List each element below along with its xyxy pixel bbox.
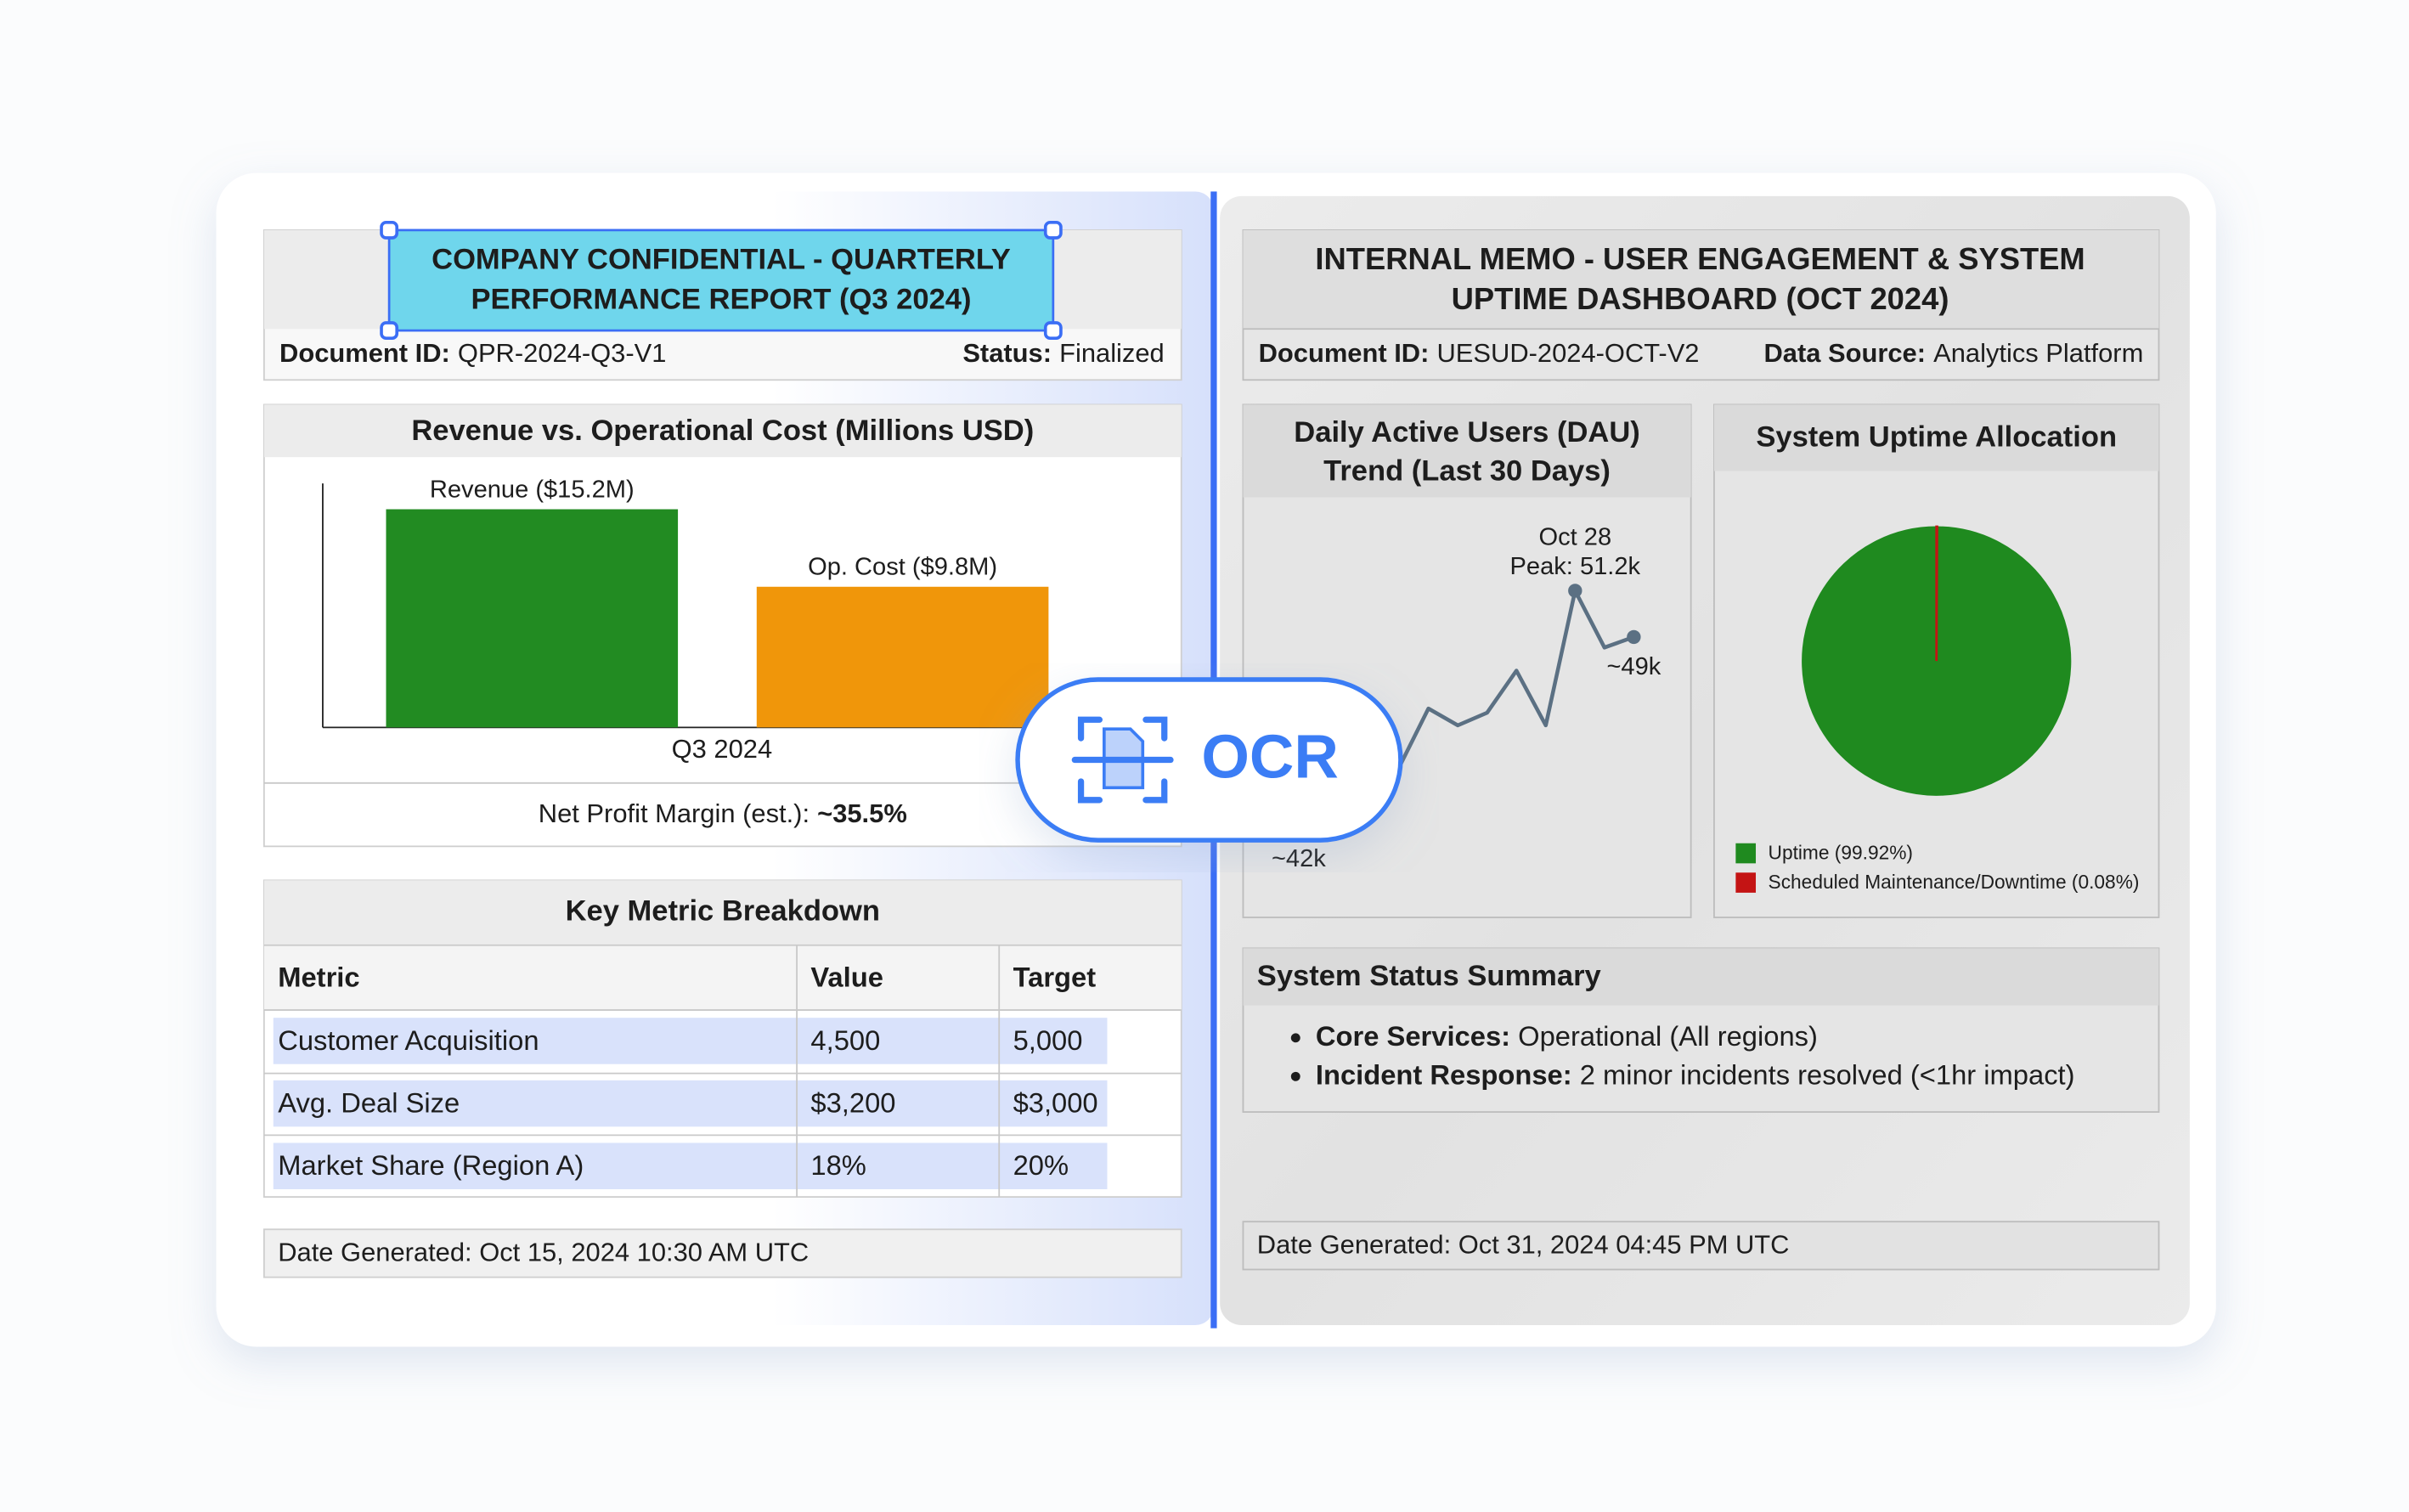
doc-title: PERFORMANCE REPORT (Q3 2024): [471, 284, 971, 316]
column-header: Metric: [278, 961, 359, 992]
doc-id-value: QPR-2024-Q3-V1: [458, 338, 666, 368]
value-label: Op. Cost ($9.8M): [808, 554, 997, 581]
chart-title: Revenue vs. Operational Cost (Millions U…: [411, 415, 1034, 447]
selection-handle[interactable]: [380, 321, 399, 340]
value-label: Revenue ($15.2M): [430, 476, 635, 503]
table-cell: 20%: [1013, 1149, 1069, 1181]
status-value: Finalized: [1059, 338, 1165, 368]
annotation: ~49k: [1606, 653, 1661, 680]
table-cell: Market Share (Region A): [278, 1149, 584, 1181]
legend-swatch: [1735, 843, 1757, 864]
row-highlight: [273, 1142, 1108, 1189]
annotation: Oct 28: [1538, 523, 1611, 550]
footer-box: [262, 1228, 1182, 1278]
table-cell: 18%: [810, 1149, 866, 1181]
doc-id: Document ID: UESUD-2024-OCT-V2: [1259, 338, 1700, 368]
doc-title: COMPANY CONFIDENTIAL - QUARTERLY: [432, 243, 1011, 275]
item-text: 2 minor incidents resolved (<1hr impact): [1580, 1058, 2075, 1090]
row-highlight: [273, 1080, 1108, 1127]
ocr-selection[interactable]: [387, 228, 1055, 332]
doc-source: Data Source: Analytics Platform: [1763, 338, 2143, 368]
ocr-badge[interactable]: OCR: [1015, 677, 1403, 843]
summary-list: Core Services: Operational (All regions) I…: [1290, 1019, 2075, 1090]
table-cell: Customer Acquisition: [278, 1024, 539, 1056]
chart-title-bar: [1713, 404, 2159, 471]
doc-title: UPTIME DASHBOARD (OCT 2024): [1452, 281, 1949, 316]
summary-item: Core Services: Operational (All regions): [1316, 1019, 1818, 1051]
header-title-bar: [1243, 229, 2159, 330]
column-header: Target: [1013, 961, 1097, 992]
footer: Date Generated: Oct 15, 2024 10:30 AM UT…: [278, 1238, 809, 1267]
table: Metric Value Target Customer Acquisition 4,5…: [263, 944, 1182, 1198]
bullet: [1290, 1033, 1300, 1043]
summary-item: Incident Response: 2 minor incidents reso…: [1316, 1058, 2075, 1090]
source-label: Data Source:: [1763, 338, 1926, 368]
footer-box: [1242, 1221, 2160, 1271]
column-header: Value: [810, 961, 883, 992]
bullet: [1290, 1071, 1300, 1081]
table-header-row: [263, 945, 1182, 1011]
annotation: Peak: 51.2k: [1510, 553, 1641, 580]
item-label: Incident Response:: [1316, 1058, 1572, 1090]
table-cell: $3,200: [810, 1087, 895, 1119]
charts: Q3 2024 Revenue ($15.2M) Op. Cost ($9.8M) O…: [386, 476, 2139, 893]
chart-title: System Uptime Allocation: [1756, 420, 2117, 453]
table-title-bar: [263, 880, 1182, 945]
table-cell: 4,500: [810, 1024, 880, 1056]
chart-title: Trend (Last 30 Days): [1323, 454, 1611, 487]
pie-slice: [1935, 525, 1938, 662]
point: [1627, 629, 1641, 645]
row-highlight: [273, 1018, 1108, 1064]
chart-title-bar: [1243, 404, 1691, 498]
chart-title-bar: [263, 404, 1182, 458]
table-cell: Avg. Deal Size: [278, 1087, 460, 1119]
table-title: Key Metric Breakdown: [566, 895, 880, 928]
summary-title: System Status Summary: [1257, 960, 1602, 992]
chart-note: Net Profit Margin (est.): ~35.5%: [539, 798, 907, 828]
doc-title: INTERNAL MEMO - USER ENGAGEMENT & SYSTEM: [1315, 241, 2085, 276]
table-cell: 5,000: [1013, 1024, 1083, 1056]
chart-title: Daily Active Users (DAU): [1294, 416, 1639, 449]
scan-icon: [1077, 716, 1168, 804]
doc-id-label: Document ID:: [1259, 338, 1430, 368]
status-label: Status:: [962, 338, 1052, 368]
selection-handle[interactable]: [1043, 220, 1063, 240]
note-value: ~35.5%: [817, 798, 907, 828]
note-label: Net Profit Margin (est.):: [539, 798, 810, 828]
doc-id: Document ID: QPR-2024-Q3-V1: [279, 338, 666, 368]
footer: Date Generated: Oct 31, 2024 04:45 PM UT…: [1257, 1229, 1790, 1259]
x-tick-label: Q3 2024: [672, 734, 773, 764]
selection-handle[interactable]: [380, 220, 399, 240]
badge-bg[interactable]: [1015, 677, 1403, 843]
legend-label: Uptime (99.92%): [1769, 841, 1913, 863]
item-label: Core Services:: [1316, 1019, 1510, 1051]
summary-title-bar: [1243, 948, 2159, 1006]
table-cell: $3,000: [1013, 1087, 1098, 1119]
item-text: Operational (All regions): [1518, 1019, 1818, 1051]
bar: [386, 509, 679, 728]
bar: [756, 586, 1049, 728]
doc-status: Status: Finalized: [962, 338, 1164, 368]
source-value: Analytics Platform: [1933, 338, 2143, 368]
badge-label: OCR: [1201, 723, 1339, 792]
annotation: ~42k: [1272, 845, 1326, 872]
legend-label: Scheduled Maintenance/Downtime (0.08%): [1769, 871, 2140, 893]
doc-id-value: UESUD-2024-OCT-V2: [1437, 338, 1700, 368]
point: [1568, 584, 1582, 598]
legend-swatch: [1735, 872, 1757, 893]
doc-id-label: Document ID:: [279, 338, 450, 368]
selection-handle[interactable]: [1043, 321, 1063, 340]
